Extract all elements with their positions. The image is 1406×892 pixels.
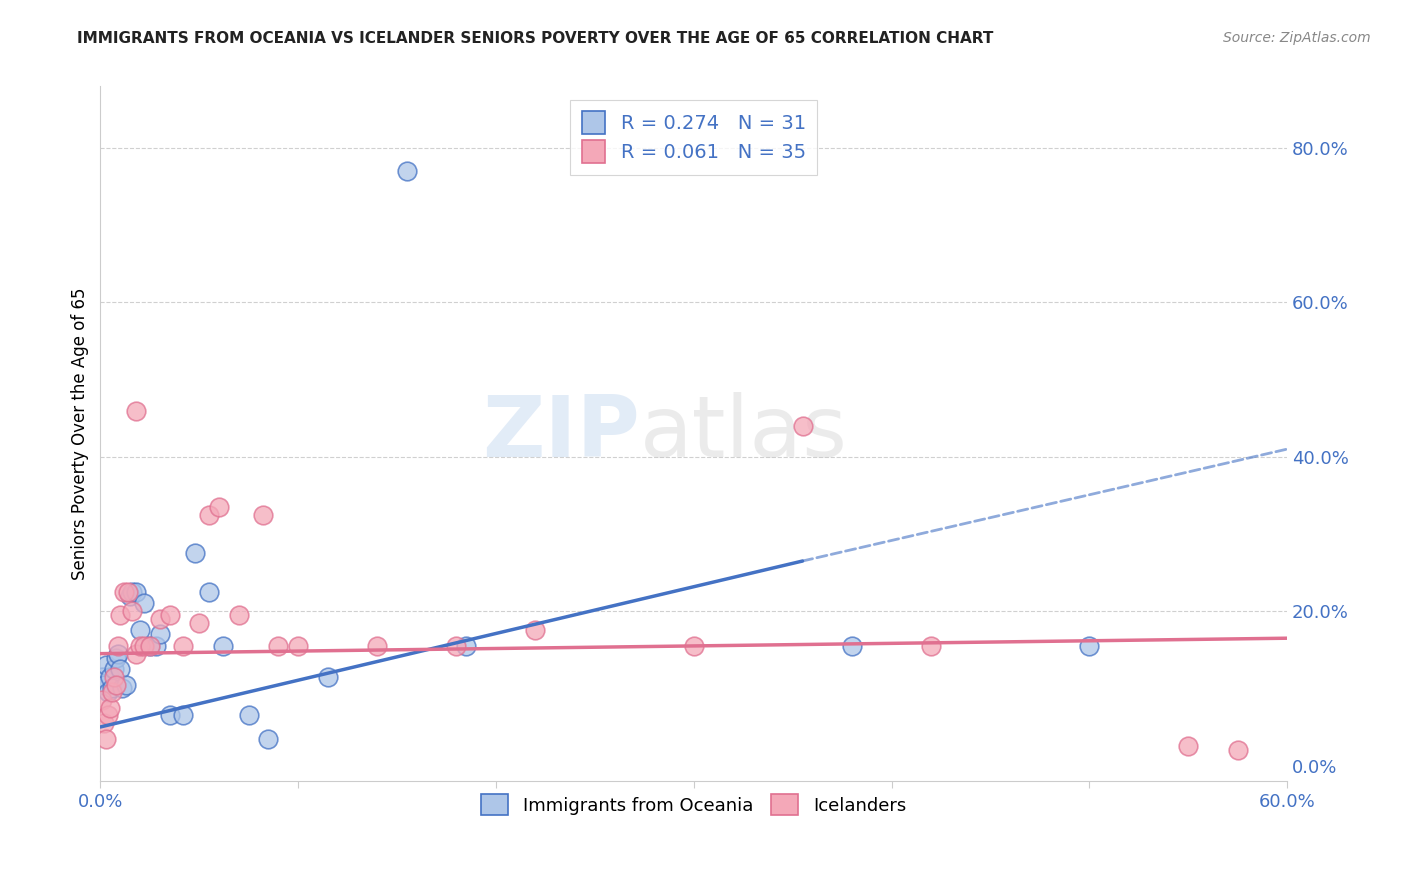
Point — [101, 681, 124, 696]
Point — [149, 627, 172, 641]
Point — [682, 639, 704, 653]
Text: IMMIGRANTS FROM OCEANIA VS ICELANDER SENIORS POVERTY OVER THE AGE OF 65 CORRELAT: IMMIGRANTS FROM OCEANIA VS ICELANDER SEN… — [77, 31, 994, 46]
Point — [105, 650, 128, 665]
Point — [117, 585, 139, 599]
Point — [103, 662, 125, 676]
Point — [125, 647, 148, 661]
Point — [98, 700, 121, 714]
Point — [96, 731, 118, 746]
Point — [446, 639, 468, 653]
Point — [316, 670, 339, 684]
Text: Source: ZipAtlas.com: Source: ZipAtlas.com — [1223, 31, 1371, 45]
Point — [184, 546, 207, 560]
Point — [103, 670, 125, 684]
Point — [105, 677, 128, 691]
Point — [121, 604, 143, 618]
Point — [366, 639, 388, 653]
Point — [212, 639, 235, 653]
Point — [107, 639, 129, 653]
Point — [139, 639, 162, 653]
Point — [456, 639, 478, 653]
Point — [129, 639, 152, 653]
Point — [287, 639, 309, 653]
Point — [172, 639, 194, 653]
Point — [524, 624, 547, 638]
Point — [118, 589, 141, 603]
Point — [198, 585, 221, 599]
Point — [792, 419, 814, 434]
Point — [91, 693, 114, 707]
Point — [188, 615, 211, 630]
Point — [172, 708, 194, 723]
Point — [91, 670, 114, 684]
Point — [97, 685, 120, 699]
Point — [1177, 739, 1199, 754]
Point — [145, 639, 167, 653]
Point — [920, 639, 942, 653]
Point — [93, 677, 115, 691]
Point — [125, 403, 148, 417]
Point — [267, 639, 290, 653]
Point — [108, 608, 131, 623]
Point — [132, 597, 155, 611]
Point — [132, 639, 155, 653]
Point — [125, 585, 148, 599]
Point — [252, 508, 274, 522]
Point — [228, 608, 250, 623]
Point — [101, 685, 124, 699]
Point — [841, 639, 863, 653]
Point — [97, 708, 120, 723]
Point — [107, 647, 129, 661]
Point — [139, 639, 162, 653]
Point — [111, 681, 134, 696]
Point — [96, 658, 118, 673]
Y-axis label: Seniors Poverty Over the Age of 65: Seniors Poverty Over the Age of 65 — [72, 287, 89, 580]
Point — [238, 708, 260, 723]
Point — [121, 585, 143, 599]
Legend: Immigrants from Oceania, Icelanders: Immigrants from Oceania, Icelanders — [472, 785, 915, 824]
Point — [129, 624, 152, 638]
Text: atlas: atlas — [640, 392, 848, 475]
Point — [1226, 743, 1249, 757]
Point — [112, 585, 135, 599]
Point — [257, 731, 280, 746]
Point — [159, 608, 181, 623]
Point — [98, 670, 121, 684]
Text: ZIP: ZIP — [482, 392, 640, 475]
Point — [208, 500, 231, 514]
Point — [108, 662, 131, 676]
Point — [115, 677, 138, 691]
Point — [159, 708, 181, 723]
Point — [395, 164, 418, 178]
Point — [1078, 639, 1101, 653]
Point — [149, 612, 172, 626]
Point — [198, 508, 221, 522]
Point — [93, 716, 115, 731]
